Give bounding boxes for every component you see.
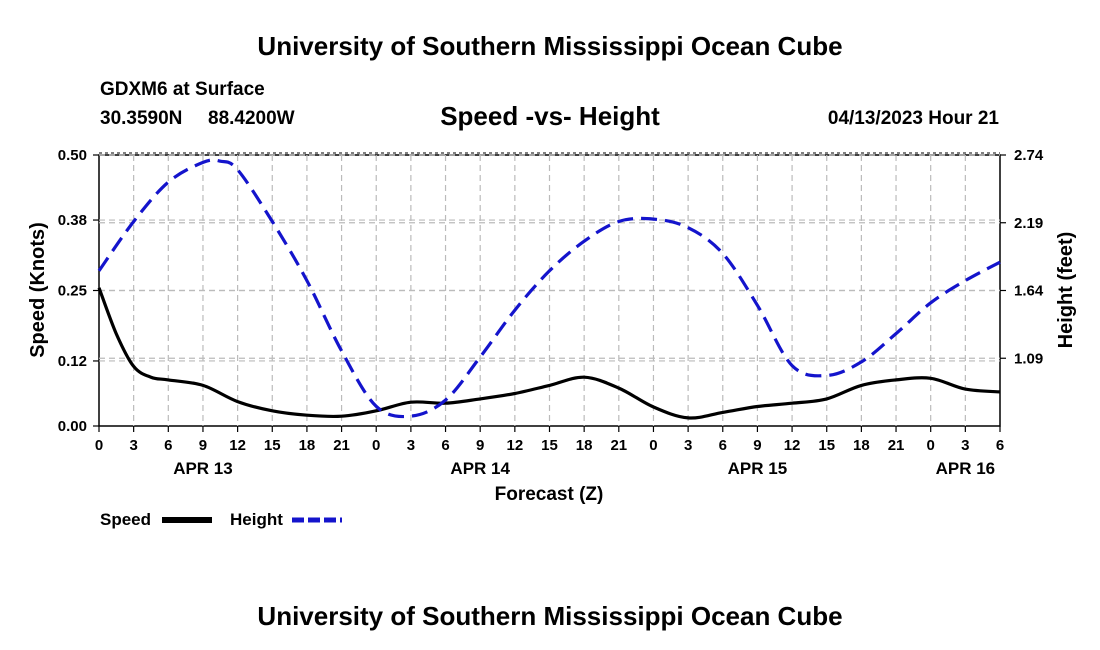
date-label: APR 13 [173, 459, 233, 478]
x-tick-label: 12 [229, 437, 246, 454]
y2-tick-label: 1.64 [1014, 283, 1044, 300]
x-tick-label: 21 [888, 437, 905, 454]
x-tick-label: 15 [264, 437, 281, 454]
longitude-label: 88.4200W [208, 108, 295, 129]
y-tick-label: 0.38 [58, 212, 87, 229]
chart-subtitle: Speed -vs- Height [440, 101, 660, 131]
latitude-label: 30.3590N [100, 108, 182, 129]
legend-height-label: Height [230, 510, 283, 529]
axes: 0 3 6 9 12 15 18 21 0 3 6 9 12 15 18 21 0 3 6 9 12 15 18 21 0 3 6A… [58, 147, 1044, 478]
x-tick-label: 18 [299, 437, 316, 454]
x-tick-label: 6 [164, 437, 172, 454]
y-tick-label: 0.12 [58, 353, 87, 370]
date-label: APR 15 [728, 459, 788, 478]
page-title: University of Southern Mississippi Ocean… [257, 31, 842, 61]
x-tick-label: 3 [684, 437, 692, 454]
y-axis-title: Speed (Knots) [27, 222, 49, 358]
series-line-height [97, 158, 1001, 419]
date-label: APR 14 [450, 459, 510, 478]
x-tick-label: 6 [719, 437, 727, 454]
x-tick-label: 9 [753, 437, 761, 454]
footer-title: University of Southern Mississippi Ocean… [257, 601, 842, 631]
y2-tick-label: 1.09 [1014, 350, 1043, 367]
x-tick-label: 21 [333, 437, 350, 454]
y-tick-label: 0.00 [58, 418, 87, 435]
x-tick-label: 0 [372, 437, 380, 454]
x-tick-label: 9 [476, 437, 484, 454]
y2-axis-title: Height (feet) [1055, 232, 1077, 349]
series-lines [97, 158, 1001, 420]
x-tick-label: 0 [95, 437, 103, 454]
x-tick-label: 9 [199, 437, 207, 454]
legend: Speed Height [100, 510, 342, 529]
y-tick-label: 0.50 [58, 147, 87, 164]
x-tick-label: 3 [129, 437, 137, 454]
x-tick-label: 12 [784, 437, 801, 454]
forecast-datetime: 04/13/2023 Hour 21 [828, 108, 1000, 129]
station-label: GDXM6 at Surface [100, 79, 265, 100]
date-label: APR 16 [936, 459, 996, 478]
y2-tick-label: 2.74 [1014, 147, 1044, 164]
x-tick-label: 3 [961, 437, 969, 454]
y2-tick-label: 2.19 [1014, 215, 1043, 232]
legend-speed-label: Speed [100, 510, 151, 529]
x-tick-label: 15 [818, 437, 835, 454]
x-tick-label: 12 [507, 437, 524, 454]
x-axis-title: Forecast (Z) [495, 484, 604, 505]
x-tick-label: 18 [576, 437, 593, 454]
x-tick-label: 15 [541, 437, 558, 454]
x-tick-label: 0 [649, 437, 657, 454]
grid-lines [99, 154, 1000, 426]
x-tick-label: 3 [407, 437, 415, 454]
x-tick-label: 6 [996, 437, 1004, 454]
x-tick-label: 0 [927, 437, 935, 454]
x-tick-label: 18 [853, 437, 870, 454]
series-line-speed [97, 287, 1001, 420]
y-tick-label: 0.25 [58, 283, 87, 300]
x-tick-label: 21 [610, 437, 627, 454]
x-tick-label: 6 [441, 437, 449, 454]
